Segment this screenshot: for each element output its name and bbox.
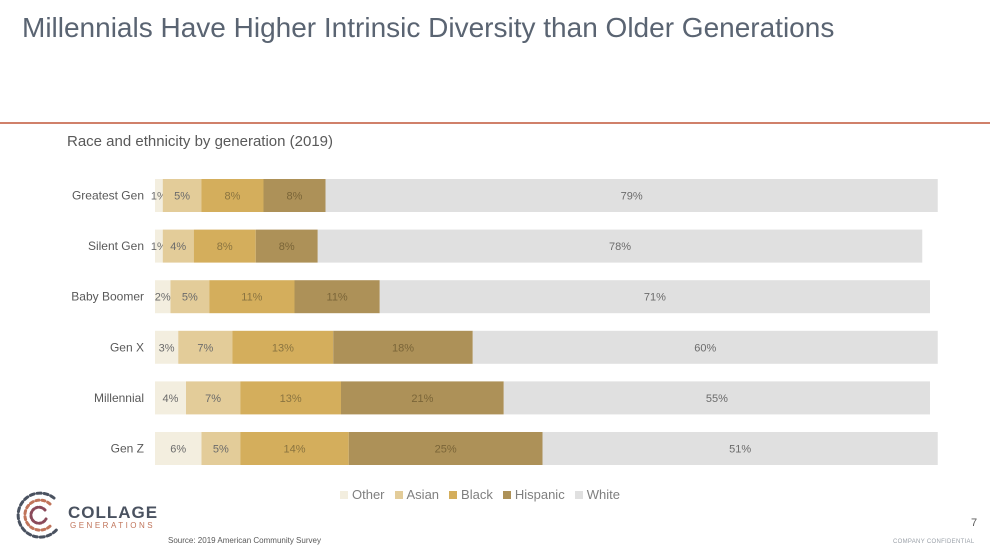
bar-segment-asian <box>162 229 194 263</box>
bar-segment-white <box>542 432 938 465</box>
data-label: 11% <box>327 292 348 304</box>
data-label: 21% <box>411 393 433 405</box>
bar-segment-white <box>503 381 930 415</box>
data-label: 2% <box>155 292 171 304</box>
data-label: 51% <box>729 444 751 456</box>
bar-segment-black <box>232 330 334 364</box>
data-label: 5% <box>174 191 190 203</box>
bar-segment-other <box>155 381 186 415</box>
legend-label-asian: Asian <box>406 487 440 502</box>
legend-swatch-black <box>449 490 458 499</box>
data-label: 25% <box>435 444 457 456</box>
data-label: 7% <box>197 342 213 354</box>
collage-logo-icon <box>16 491 60 539</box>
legend-item-hispanic: Hispanic <box>502 487 565 502</box>
data-label: 7% <box>205 393 221 405</box>
category-label: Silent Gen <box>88 239 144 253</box>
legend-swatch-white <box>574 490 583 499</box>
data-label: 4% <box>163 393 179 405</box>
data-label: 5% <box>182 292 198 304</box>
data-label: 55% <box>706 393 728 405</box>
confidential-label: COMPANY CONFIDENTIAL <box>893 539 975 545</box>
data-label: 8% <box>279 241 295 253</box>
legend-item-other: Other <box>340 487 385 502</box>
data-label: 13% <box>280 393 302 405</box>
data-label: 71% <box>644 292 666 304</box>
data-label: 14% <box>283 444 305 456</box>
bar-segment-black <box>240 432 349 465</box>
bar-segment-white <box>317 229 923 263</box>
slide-title: Millennials Have Higher Intrinsic Divers… <box>22 12 835 43</box>
legend-label-white: White <box>586 487 620 502</box>
bar-segment-other <box>155 330 179 364</box>
legend-swatch-other <box>340 490 348 499</box>
bar-segment-asian <box>170 280 210 314</box>
data-label: 6% <box>170 444 186 456</box>
bar-segment-asian <box>201 432 241 465</box>
data-label: 79% <box>621 191 643 203</box>
category-label: Millennial <box>94 391 144 405</box>
category-label: Gen Z <box>111 442 144 456</box>
data-label: 3% <box>159 342 175 354</box>
data-label: 8% <box>287 191 303 203</box>
logo-subtitle: GENERATIONS <box>70 521 156 530</box>
source-note: Source: 2019 American Community Survey <box>168 536 321 545</box>
data-label: 5% <box>213 444 229 456</box>
logo-wordmark: COLLAGE <box>68 503 159 522</box>
legend-label-black: Black <box>461 487 493 502</box>
data-label: 78% <box>609 241 631 253</box>
bar-segment-hispanic <box>263 179 326 212</box>
bar-segment-white <box>325 179 938 212</box>
data-label: 8% <box>225 191 241 203</box>
legend-item-white: White <box>574 487 620 502</box>
bar-segment-hispanic <box>341 381 504 415</box>
bar-segment-other <box>155 229 163 263</box>
legend-label-hispanic: Hispanic <box>514 487 565 502</box>
title-divider <box>0 122 990 124</box>
bar-segment-black <box>209 280 295 314</box>
bar-segment-black <box>240 381 341 415</box>
data-label: 18% <box>392 342 414 354</box>
data-label: 4% <box>170 241 186 253</box>
bar-segment-hispanic <box>255 229 318 263</box>
category-label: Greatest Gen <box>72 189 144 203</box>
legend-swatch-hispanic <box>502 490 511 499</box>
chart-title: Race and ethnicity by generation (2019) <box>67 133 334 150</box>
bar-segment-other <box>155 432 202 465</box>
bar-segment-black <box>201 179 264 212</box>
data-label: 8% <box>217 241 233 253</box>
data-label: 11% <box>241 292 262 304</box>
legend-swatch-asian <box>394 490 403 499</box>
category-label: Baby Boomer <box>71 290 144 304</box>
page-number: 7 <box>971 517 978 529</box>
bar-segment-hispanic <box>333 330 473 364</box>
bar-segment-black <box>193 229 256 263</box>
bar-segment-hispanic <box>294 280 380 314</box>
bar-segment-other <box>155 280 171 314</box>
bar-segment-white <box>472 330 938 364</box>
data-label: 13% <box>272 342 294 354</box>
category-label: Gen X <box>110 340 144 354</box>
bar-segment-other <box>155 179 163 212</box>
bar-segment-white <box>379 280 930 314</box>
bar-segment-asian <box>162 179 202 212</box>
bar-segment-asian <box>186 381 241 415</box>
legend-label-other: Other <box>352 487 385 502</box>
legend-item-black: Black <box>449 487 493 502</box>
bar-segment-hispanic <box>348 432 543 465</box>
legend-item-asian: Asian <box>394 487 440 502</box>
chart-legend: Other Asian Black Hispanic White <box>340 487 620 502</box>
bar-segment-asian <box>178 330 233 364</box>
data-label: 60% <box>694 342 716 354</box>
